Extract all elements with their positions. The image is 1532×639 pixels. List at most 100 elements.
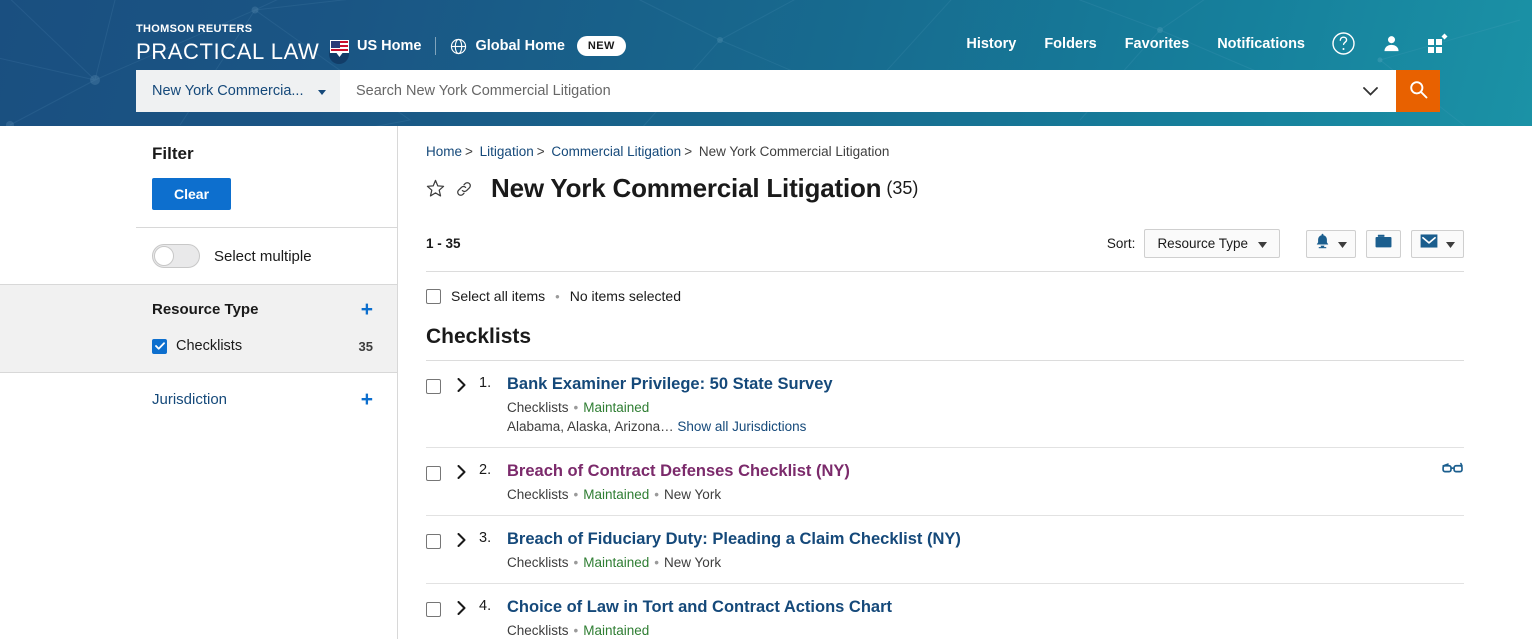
result-jurisdictions-preview: Alabama, Alaska, Arizona… — [507, 419, 674, 435]
facet-option-checkbox[interactable] — [152, 338, 167, 354]
page-result-count: (35) — [886, 178, 919, 199]
us-home-link[interactable]: US Home — [330, 38, 421, 54]
result-checkbox[interactable] — [426, 379, 441, 395]
results-toolbar: 1 - 35 Sort: Resource Type — [426, 229, 1464, 273]
save-to-folder-button[interactable] — [1366, 229, 1401, 258]
clear-filters-button[interactable]: Clear — [152, 178, 232, 210]
selection-status: No items selected — [569, 288, 681, 305]
result-range: 1 - 35 — [426, 236, 461, 252]
select-multiple-toggle[interactable] — [152, 244, 200, 268]
result-meta: Checklists • Maintained • New York — [507, 487, 722, 503]
link-icon[interactable] — [455, 180, 473, 198]
result-number: 3. — [479, 530, 492, 547]
toggle-knob — [154, 246, 174, 266]
breadcrumb-home[interactable]: Home — [426, 144, 463, 159]
table-row[interactable]: 4. Choice of Law in Tort and Contract Ac… — [426, 584, 1464, 639]
caret-down-icon — [1338, 235, 1347, 253]
result-type: Checklists — [507, 555, 569, 571]
select-all-label: Select all items — [451, 288, 546, 305]
filter-header: Filter Clear — [0, 126, 397, 210]
global-home-label: Global Home — [475, 38, 565, 54]
search-scope-selector[interactable]: New York Commercia... — [136, 70, 340, 112]
sort-label: Sort: — [1106, 236, 1136, 252]
alert-bell-button[interactable] — [1306, 229, 1356, 258]
breadcrumb-separator: > — [465, 144, 473, 159]
chevron-down-icon — [334, 51, 344, 57]
glasses-icon — [1442, 462, 1464, 480]
new-badge: NEW — [576, 36, 626, 56]
sort-value: Resource Type — [1157, 236, 1248, 252]
app-grid-icon[interactable] — [1427, 33, 1448, 54]
result-title-link[interactable]: Choice of Law in Tort and Contract Actio… — [507, 598, 893, 617]
result-number: 2. — [479, 462, 492, 479]
result-status: Maintained — [583, 487, 650, 503]
nav-history[interactable]: History — [966, 35, 1017, 52]
facet-resource-type: Resource Type + Checklists 35 — [0, 284, 397, 373]
header-nav: History Folders Favorites Notifications — [966, 31, 1448, 56]
user-icon[interactable] — [1382, 34, 1401, 53]
filter-sidebar: Filter Clear Select multiple Resource Ty… — [0, 126, 398, 639]
result-jurisdiction: New York — [664, 487, 722, 503]
global-home-link[interactable]: Global Home — [450, 38, 565, 55]
help-circle-icon[interactable] — [1331, 31, 1356, 56]
email-button[interactable] — [1411, 229, 1464, 258]
plus-icon[interactable]: + — [360, 388, 373, 411]
facet-option-checklists[interactable]: Checklists 35 — [0, 334, 397, 372]
envelope-icon — [1420, 234, 1438, 253]
breadcrumb-litigation[interactable]: Litigation — [479, 144, 534, 159]
search-advanced-chevron-down-icon[interactable] — [1359, 86, 1382, 96]
show-all-jurisdictions-link[interactable]: Show all Jurisdictions — [677, 419, 807, 435]
breadcrumb: Home > Litigation > Commercial Litigation >… — [426, 126, 1464, 160]
result-checkbox[interactable] — [426, 466, 441, 482]
nav-favorites[interactable]: Favorites — [1124, 35, 1190, 52]
search-input[interactable] — [356, 83, 1359, 99]
result-jurisdictions: Alabama, Alaska, Arizona… Show all Juris… — [507, 419, 1464, 434]
chevron-right-icon[interactable] — [457, 465, 466, 480]
search-bar: New York Commercia... — [136, 70, 1440, 112]
star-outline-icon[interactable] — [426, 179, 445, 198]
result-meta: Checklists • Maintained — [507, 400, 650, 416]
select-multiple-label: Select multiple — [214, 247, 312, 265]
sidebar-divider — [136, 227, 397, 228]
select-multiple-row[interactable]: Select multiple — [0, 228, 397, 284]
folder-icon — [1375, 234, 1392, 254]
plus-icon[interactable]: + — [360, 298, 373, 321]
caret-down-icon — [1446, 235, 1455, 253]
search-scope-label: New York Commercia... — [152, 83, 304, 99]
caret-down-icon — [318, 83, 326, 99]
facet-jurisdiction-header[interactable]: Jurisdiction + — [0, 373, 397, 426]
result-checkbox[interactable] — [426, 602, 441, 618]
select-all-row: Select all items • No items selected — [426, 288, 1464, 304]
chevron-right-icon[interactable] — [457, 533, 466, 548]
result-status: Maintained — [583, 555, 650, 571]
result-checkbox[interactable] — [426, 534, 441, 550]
page-title-row: New York Commercial Litigation (35) — [426, 173, 1464, 204]
brand-logo[interactable]: THOMSON REUTERS PRACTICAL LAW — [136, 24, 350, 64]
table-row[interactable]: 3. Breach of Fiduciary Duty: Pleading a … — [426, 516, 1464, 585]
breadcrumb-commercial-litigation[interactable]: Commercial Litigation — [551, 144, 682, 159]
select-all-checkbox[interactable] — [426, 288, 441, 304]
result-title-link[interactable]: Bank Examiner Privilege: 50 State Survey — [507, 375, 833, 394]
result-tools — [1306, 229, 1464, 258]
result-title-link[interactable]: Breach of Contract Defenses Checklist (N… — [507, 462, 850, 481]
table-row[interactable]: 1. Bank Examiner Privilege: 50 State Sur… — [426, 361, 1464, 449]
main-content: Home > Litigation > Commercial Litigation >… — [398, 126, 1532, 639]
app-header: THOMSON REUTERS PRACTICAL LAW US Home — [0, 0, 1532, 126]
search-submit-button[interactable] — [1396, 70, 1440, 112]
nav-folders[interactable]: Folders — [1044, 35, 1097, 52]
breadcrumb-current: New York Commercial Litigation — [698, 144, 890, 159]
results-section-title: Checklists — [426, 325, 1464, 362]
facet-resource-type-header[interactable]: Resource Type + — [0, 285, 397, 334]
table-row[interactable]: 2. Breach of Contract Defenses Checklist… — [426, 448, 1464, 517]
sort-dropdown[interactable]: Resource Type — [1144, 229, 1280, 259]
result-title-link[interactable]: Breach of Fiduciary Duty: Pleading a Cla… — [507, 530, 961, 549]
breadcrumb-separator: > — [684, 144, 693, 159]
us-home-label: US Home — [357, 38, 422, 54]
nav-notifications[interactable]: Notifications — [1217, 35, 1305, 52]
globe-icon — [450, 38, 467, 55]
result-jurisdiction: New York — [664, 555, 722, 571]
chevron-right-icon[interactable] — [457, 601, 466, 616]
result-status: Maintained — [583, 400, 650, 416]
separator-dot: • — [555, 288, 560, 304]
chevron-right-icon[interactable] — [457, 378, 466, 393]
